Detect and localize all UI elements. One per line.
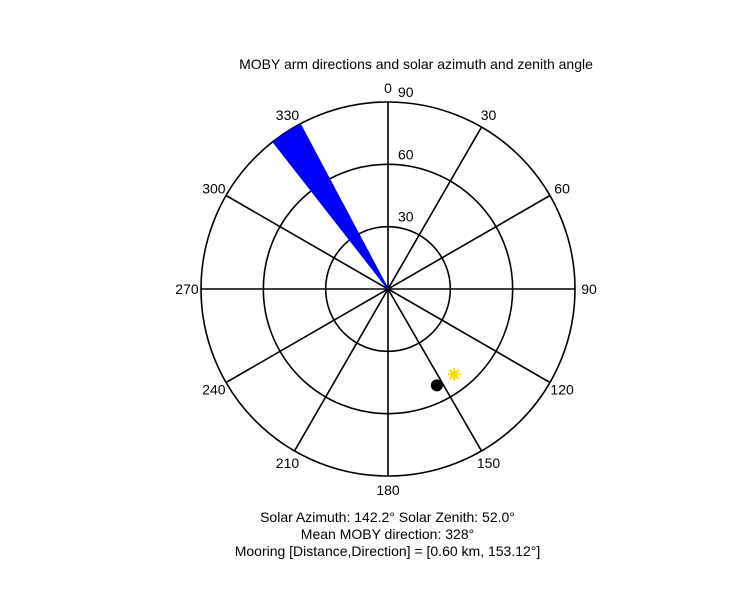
mooring-marker xyxy=(430,379,443,392)
radial-tick-labels: 30 60 90 xyxy=(398,84,414,225)
sun-marker xyxy=(447,367,461,381)
radial-circle xyxy=(324,225,452,353)
radial-tick-label: 60 xyxy=(398,146,414,162)
arm-direction-line xyxy=(299,123,389,290)
chart-title: MOBY arm directions and solar azimuth an… xyxy=(239,56,593,72)
angle-label: 180 xyxy=(376,482,400,498)
angle-label: 30 xyxy=(481,107,497,123)
radial-circle xyxy=(200,101,576,477)
solar-caption: Solar Azimuth: 142.2° Solar Zenith: 52.0… xyxy=(260,509,515,525)
angle-label: 210 xyxy=(276,455,300,471)
angle-label: 90 xyxy=(581,281,597,297)
angle-label: 330 xyxy=(276,107,300,123)
sun-core xyxy=(450,370,458,378)
angle-label: 0 xyxy=(384,80,392,96)
angle-label: 240 xyxy=(202,382,226,398)
angle-label: 120 xyxy=(550,382,574,398)
angle-labels: 0 30 60 90 120 150 180 210 240 270 300 330 xyxy=(175,80,597,498)
mooring-caption: Mooring [Distance,Direction] = [0.60 km,… xyxy=(234,543,541,559)
angle-label: 150 xyxy=(477,455,501,471)
radial-tick-label: 90 xyxy=(398,84,414,100)
radial-tick-label: 30 xyxy=(398,209,414,225)
angle-label: 300 xyxy=(202,180,226,196)
markers xyxy=(430,367,461,392)
radial-circle xyxy=(262,163,514,415)
moby-arm-fan xyxy=(272,123,389,290)
angle-label: 270 xyxy=(175,281,199,297)
moby-direction-caption: Mean MOBY direction: 328° xyxy=(300,526,475,542)
angle-label: 60 xyxy=(554,180,570,196)
